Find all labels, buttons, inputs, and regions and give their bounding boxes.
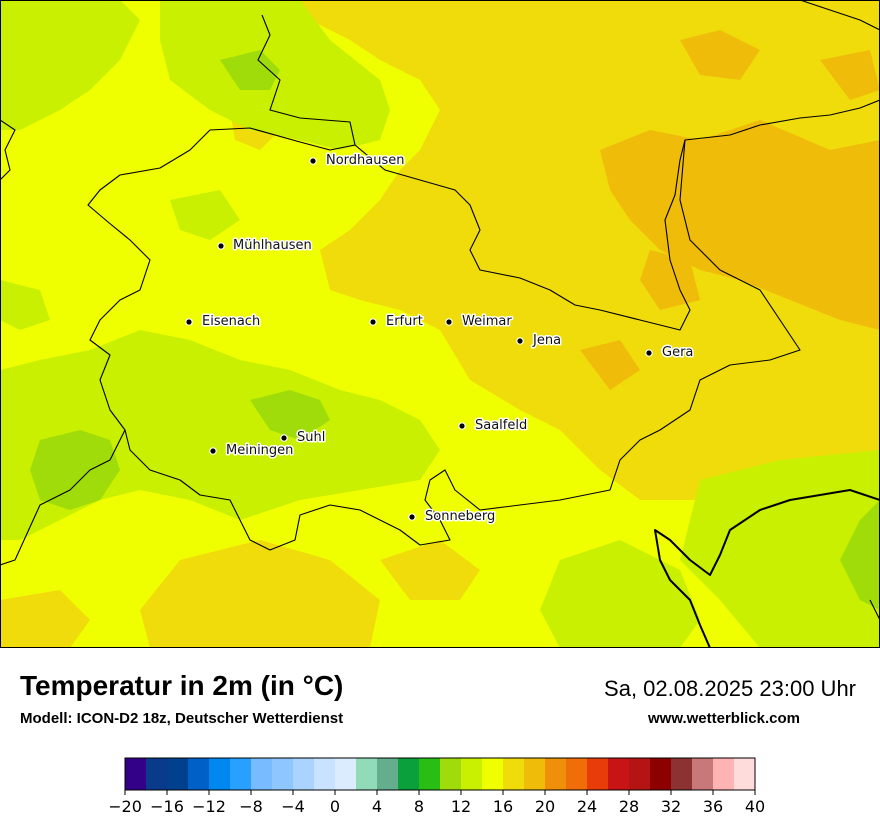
legend-swatch: [734, 758, 756, 790]
city-label-sonneberg: Sonneberg: [425, 509, 495, 524]
city-label-eisenach: Eisenach: [202, 314, 260, 329]
legend-swatch: [188, 758, 210, 790]
legend-tick-label: −8: [239, 797, 263, 816]
legend-swatch: [356, 758, 378, 790]
zone-orange: [580, 30, 880, 390]
legend-tick-label: 20: [535, 797, 555, 816]
state-border-thuringia: [0, 14, 356, 566]
border-west: [0, 119, 16, 181]
legend-swatch: [272, 758, 294, 790]
city-nordhausen[interactable]: Nordhausen: [309, 152, 406, 170]
city-label-weimar: Weimar: [462, 314, 512, 329]
city-label-meiningen: Meiningen: [226, 443, 293, 458]
legend-tick-label: 32: [661, 797, 681, 816]
legend-tick-label: 0: [330, 797, 340, 816]
legend-swatch: [209, 758, 231, 790]
city-gera[interactable]: Gera: [645, 344, 695, 362]
city-saalfeld[interactable]: Saalfeld: [458, 417, 529, 435]
legend-swatch: [125, 758, 147, 790]
city-label-nordhausen: Nordhausen: [326, 153, 405, 168]
legend-tick-label: 36: [703, 797, 723, 816]
model-info: Modell: ICON-D2 18z, Deutscher Wetterdie…: [20, 710, 344, 727]
legend-tick-label: 16: [493, 797, 513, 816]
legend-swatch: [293, 758, 315, 790]
legend-tick-label: 24: [577, 797, 597, 816]
legend-swatch: [440, 758, 462, 790]
city-jena[interactable]: Jena: [516, 332, 563, 350]
borders: [0, 0, 880, 648]
legend-swatch: [377, 758, 399, 790]
city-label-jena: Jena: [532, 333, 561, 348]
legend-swatch: [461, 758, 483, 790]
legend-swatch: [230, 758, 252, 790]
city-sonneberg[interactable]: Sonneberg: [408, 508, 497, 526]
city-weimar[interactable]: Weimar: [445, 313, 514, 331]
city-label-saalfeld: Saalfeld: [475, 418, 527, 433]
legend-swatch: [524, 758, 546, 790]
legend-tick-label: −20: [110, 797, 142, 816]
forecast-datetime: Sa, 02.08.2025 23:00 Uhr: [604, 676, 856, 701]
city-label-erfurt: Erfurt: [386, 314, 423, 329]
legend-swatch: [692, 758, 714, 790]
legend-swatch: [503, 758, 525, 790]
border-northeast: [799, 0, 880, 31]
city-markers: Nordhausen Mühlhausen Eisenach Erfurt We…: [185, 152, 695, 526]
legend-tick-label: −12: [192, 797, 226, 816]
legend-tick-label: −16: [150, 797, 184, 816]
legend-swatch: [335, 758, 357, 790]
legend-swatch: [398, 758, 420, 790]
city-label-muehlhausen: Mühlhausen: [233, 238, 312, 253]
legend-swatch: [566, 758, 588, 790]
city-erfurt[interactable]: Erfurt: [369, 313, 424, 331]
legend-swatch: [587, 758, 609, 790]
map-title: Temperatur in 2m (in °C): [20, 670, 344, 701]
legend-swatch: [251, 758, 273, 790]
state-border-southeast: [124, 139, 801, 551]
city-meiningen[interactable]: Meiningen: [209, 442, 295, 460]
legend-swatch: [419, 758, 441, 790]
zone-green: [30, 50, 880, 610]
temperature-map: Nordhausen Mühlhausen Eisenach Erfurt We…: [0, 0, 880, 648]
legend-swatch: [608, 758, 630, 790]
legend-swatch: [146, 758, 168, 790]
legend-swatch: [545, 758, 567, 790]
legend-swatch: [629, 758, 651, 790]
legend-swatch: [167, 758, 189, 790]
legend-tick-labels: −20 −16 −12 −8 −4 0 4 8 12 16 20 24 28 32 36 40: [110, 790, 765, 816]
city-label-gera: Gera: [662, 345, 693, 360]
city-suhl[interactable]: Suhl: [280, 429, 327, 447]
zone-lime: [0, 0, 880, 648]
legend-border: [124, 757, 756, 791]
legend-tick-label: 28: [619, 797, 639, 816]
legend-swatch: [671, 758, 693, 790]
legend-swatch: [650, 758, 672, 790]
website-link[interactable]: www.wetterblick.com: [648, 710, 800, 727]
legend-tick-label: 12: [451, 797, 471, 816]
color-legend: −20 −16 −12 −8 −4 0 4 8 12 16 20 24 28 32 36 40: [110, 757, 765, 816]
border-south: [869, 599, 880, 621]
national-border: [654, 489, 880, 648]
city-eisenach[interactable]: Eisenach: [185, 313, 262, 331]
legend-tick-label: 8: [414, 797, 424, 816]
legend-swatch: [482, 758, 504, 790]
legend-tick-label: 4: [372, 797, 382, 816]
legend-tick-label: 40: [745, 797, 765, 816]
city-muehlhausen[interactable]: Mühlhausen: [217, 237, 313, 255]
legend-swatch: [713, 758, 735, 790]
city-label-suhl: Suhl: [297, 430, 325, 445]
state-border-east: [354, 99, 880, 331]
legend-tick-label: −4: [281, 797, 305, 816]
legend-swatch: [314, 758, 336, 790]
legend-swatches: [124, 757, 756, 791]
